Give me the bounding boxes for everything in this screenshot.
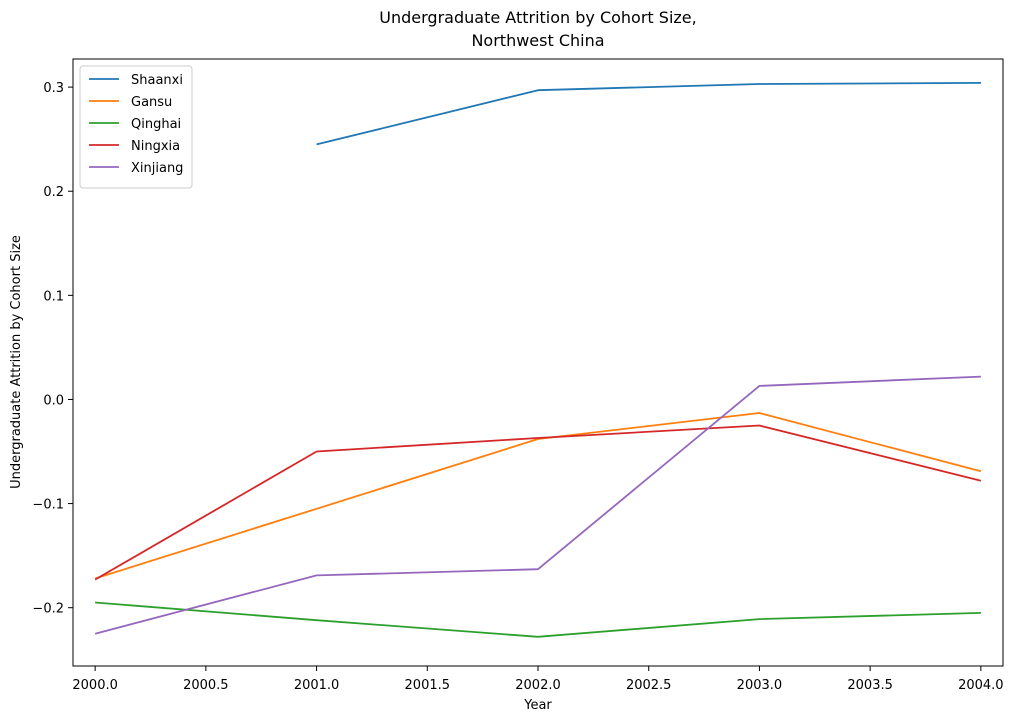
series-line-shaanxi (316, 82, 981, 146)
series-line-gansu (94, 412, 982, 580)
y-tick-label: 0.1 (43, 289, 64, 304)
legend-label-ningxia: Ningxia (131, 139, 180, 154)
x-axis: 2000.0 2000.5 2001.0 2001.5 2002.0 2002.5 2003… (72, 666, 1004, 693)
legend-label-shaanxi: Shaanxi (131, 73, 183, 88)
plot-lines (94, 82, 982, 638)
legend-label-gansu: Gansu (131, 95, 172, 110)
series-line-xinjiang (94, 375, 981, 635)
x-tick-label: 2000.5 (183, 678, 229, 693)
y-tick-label: 0.3 (43, 81, 64, 96)
x-tick-label: 2002.0 (515, 678, 561, 693)
chart-title-line-2: Northwest China (471, 31, 604, 50)
y-tick-label: 0.2 (43, 185, 64, 200)
x-tick-label: 2003.5 (847, 678, 893, 693)
legend-box (79, 65, 193, 189)
x-tick-label: 2001.5 (405, 678, 451, 693)
y-tick-label: 0.0 (43, 393, 64, 408)
x-tick-label: 2000.0 (72, 678, 118, 693)
series-line-qinghai (95, 601, 981, 638)
x-tick-label: 2003.0 (737, 678, 783, 693)
series-line-ningxia (94, 424, 982, 581)
x-tick-label: 2004.0 (958, 678, 1004, 693)
y-tick-label: −0.1 (32, 498, 64, 513)
legend: Shaanxi Gansu Qinghai Ningxia Xinjiang (79, 65, 193, 189)
x-tick-label: 2001.0 (294, 678, 340, 693)
legend-label-xinjiang: Xinjiang (131, 161, 183, 176)
chart-title-line-1: Undergraduate Attrition by Cohort Size, (379, 8, 696, 27)
legend-label-qinghai: Qinghai (131, 117, 181, 132)
y-tick-label: −0.2 (32, 602, 64, 617)
x-axis-label: Year (523, 698, 552, 713)
y-axis-label: Undergraduate Attrition by Cohort Size (9, 235, 24, 489)
x-tick-label: 2002.5 (626, 678, 672, 693)
y-axis: −0.2 −0.1 0.0 0.1 0.2 0.3 (32, 81, 73, 617)
